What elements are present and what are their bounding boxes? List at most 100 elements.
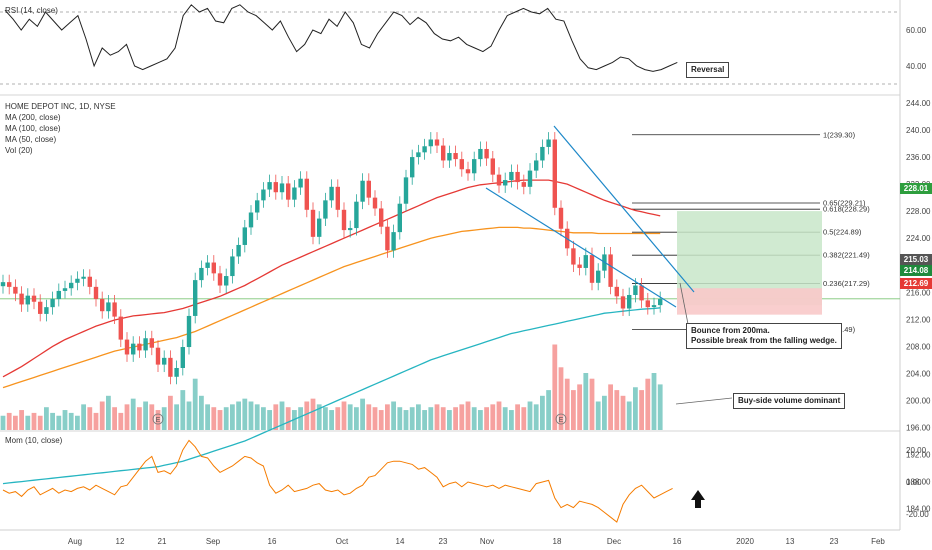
volume-bar (552, 344, 558, 430)
wedge-upper-line (553, 125, 695, 293)
rsi-legend: RSI (14, close) (5, 6, 58, 15)
candle-body (168, 357, 173, 377)
price-tick-label: 204.00 (906, 369, 931, 378)
candle-body (56, 290, 61, 300)
mom-tick-label: -20.00 (906, 510, 929, 519)
candle-body (193, 280, 198, 316)
price-tick-label: 236.00 (906, 153, 931, 162)
volume-bar (502, 407, 508, 430)
time-tick-label: 23 (830, 537, 839, 546)
fib-level-label: 0.382(221.49) (823, 251, 870, 260)
candle-body (286, 183, 291, 200)
volume-bar (484, 407, 489, 430)
candle-body (434, 139, 440, 146)
fib-level-label: 1(239.30) (823, 130, 856, 139)
rsi-line (4, 4, 678, 72)
candle-body (155, 347, 161, 365)
candle-body (174, 367, 179, 377)
candle-body (459, 159, 464, 170)
time-tick-label: Dec (607, 537, 621, 546)
candle-body (255, 200, 260, 213)
candle-body (490, 158, 495, 175)
volume-bar (434, 404, 440, 430)
current-price-tag: 215.03 (900, 254, 932, 265)
candle-body (44, 307, 49, 314)
volume-bar (583, 373, 589, 430)
fib-level-label: 0.618(228.29) (823, 205, 870, 214)
candle-body (596, 270, 601, 283)
volume-bar (595, 401, 601, 430)
candle-body (441, 145, 446, 161)
candle-body (447, 153, 452, 161)
bounce-line-2: Possible break from the falling wedge. (691, 336, 837, 345)
ma50-line (2, 179, 661, 378)
price-tick-label: 188.00 (906, 478, 931, 487)
price-tick-label: 216.00 (906, 288, 931, 297)
bounce-callout: Bounce from 200ma. Possible break from t… (686, 323, 842, 349)
volume-bar (577, 384, 582, 430)
volume-bar (273, 404, 279, 430)
volume-bar (199, 395, 204, 430)
candle-body (379, 208, 384, 227)
candle-body (162, 357, 167, 365)
earnings-marker-label: E (156, 417, 161, 424)
volume-bar (589, 378, 595, 430)
candle-body (267, 182, 272, 190)
candle-body (515, 171, 520, 183)
candle-body (658, 299, 663, 306)
time-tick-label: 16 (268, 537, 277, 546)
volume-bar (391, 401, 396, 430)
fib-level-label: 0.65(229.21) (823, 198, 866, 207)
volume-bar (310, 398, 316, 430)
reversal-callout: Reversal (686, 62, 730, 78)
volume-bar (478, 410, 483, 430)
volume-bar (37, 415, 43, 430)
volume-bar (496, 401, 502, 430)
candle-body (348, 228, 353, 231)
volume-bar (223, 407, 229, 430)
volume-bar (285, 407, 291, 430)
candle-body (0, 282, 6, 287)
candle-body (31, 295, 37, 302)
volume-bar (230, 404, 235, 430)
volume-bar (329, 410, 334, 430)
legend-ma200: MA (200, close) (5, 113, 61, 122)
candle-body (124, 339, 130, 355)
candle-body (279, 183, 285, 193)
volume-bar (372, 407, 378, 430)
stop-price-tag: 212.69 (900, 278, 932, 289)
volume-bar (316, 404, 322, 430)
volume-bar (137, 407, 142, 430)
volume-bar (0, 415, 6, 430)
time-tick-label: 16 (673, 537, 682, 546)
volume-bar (217, 410, 223, 430)
fib-level-label: 0.236(217.29) (823, 279, 870, 288)
fib-level-label: 0.5(224.89) (823, 228, 862, 237)
candle-body (552, 139, 557, 208)
volume-bar (645, 378, 651, 430)
legend-title: HOME DEPOT INC, 1D, NYSE (5, 102, 116, 111)
volume-bar (385, 404, 390, 430)
candle-body (465, 169, 471, 174)
candle-body (410, 157, 415, 178)
volume-bar (112, 407, 117, 430)
volume-bar (571, 390, 576, 430)
volume-bar (397, 407, 403, 430)
volume-bar (143, 401, 148, 430)
candle-body (217, 273, 223, 286)
volume-bar (335, 407, 341, 430)
candle-body (180, 347, 185, 368)
volume-bar (25, 415, 31, 430)
candle-body (149, 338, 154, 348)
volume-bar (106, 395, 111, 430)
volume-bar (62, 410, 68, 430)
stop-zone (677, 288, 822, 315)
volume-bar (236, 401, 241, 430)
bounce-line-1: Bounce from 200ma. (691, 326, 770, 335)
candle-body (428, 139, 433, 147)
candle-body (453, 153, 458, 160)
earnings-marker (555, 413, 567, 425)
time-tick-label: 23 (439, 537, 448, 546)
ma100-line (2, 226, 661, 389)
